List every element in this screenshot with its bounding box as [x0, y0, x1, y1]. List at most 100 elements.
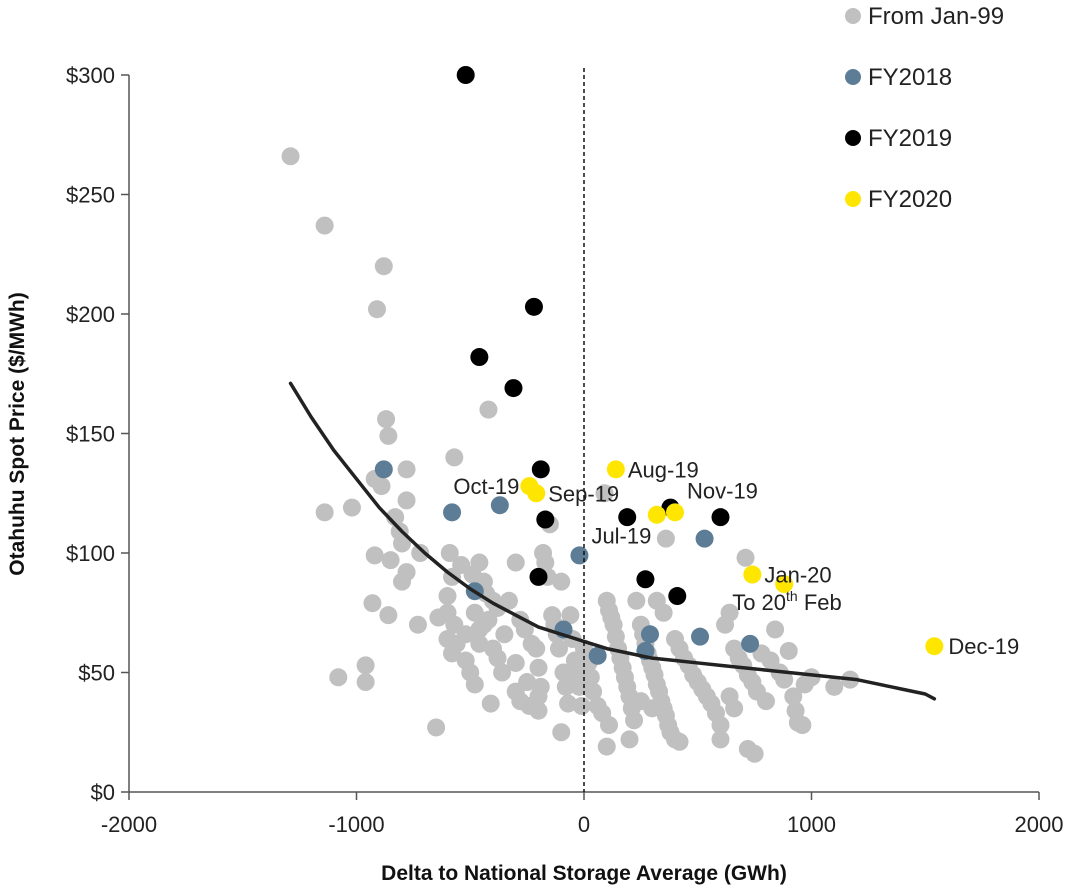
point-from-jan-99: [470, 553, 489, 572]
point-from-jan-99: [365, 546, 384, 565]
y-axis-title: Otahuhu Spot Price ($/MWh): [6, 292, 29, 576]
legend-marker-fy2019: [845, 130, 861, 146]
point-from-jan-99: [356, 673, 375, 692]
point-fy2020: [775, 575, 794, 594]
x-tick-label: 2000: [1015, 812, 1064, 837]
point-from-jan-99: [493, 663, 512, 682]
point-fy2019: [504, 379, 523, 398]
point-from-jan-99: [552, 723, 571, 742]
point-fy2018: [695, 529, 714, 548]
point-from-jan-99: [367, 300, 386, 319]
point-fy2020: [925, 637, 944, 656]
point-from-jan-99: [766, 620, 785, 639]
annotation-label: Dec-19: [948, 634, 1019, 659]
point-from-jan-99: [411, 544, 430, 562]
annotation-label: Oct-19: [453, 474, 519, 499]
y-tick-label: $200: [66, 302, 115, 327]
point-from-jan-99: [600, 716, 619, 735]
point-from-jan-99: [445, 448, 464, 467]
y-tick-label: $50: [78, 661, 115, 686]
point-fy2020: [527, 484, 546, 503]
point-from-jan-99: [408, 615, 427, 634]
tick-labels: $0 $50 $100 $150 $200 $250 $300 -2000 -1000 0 1000…: [66, 63, 1063, 837]
point-fy2019: [711, 508, 730, 527]
point-fy2019: [618, 508, 637, 527]
point-from-jan-99: [438, 630, 457, 649]
legend: From Jan-99 FY2018 FY2019 FY2020: [845, 3, 1004, 213]
point-from-jan-99: [620, 730, 639, 749]
point-fy2019: [668, 587, 687, 606]
point-from-jan-99: [775, 670, 794, 689]
point-fy2019: [536, 510, 555, 529]
point-fy2019: [456, 66, 475, 84]
point-from-jan-99: [581, 668, 600, 687]
point-from-jan-99: [315, 216, 334, 235]
point-from-jan-99: [495, 625, 514, 644]
point-from-jan-99: [372, 477, 391, 496]
y-tick-label: $150: [66, 422, 115, 447]
legend-label-fy2018: FY2018: [868, 64, 952, 91]
point-from-jan-99: [595, 484, 614, 503]
point-fy2018: [741, 634, 760, 653]
point-from-jan-99: [381, 551, 400, 570]
point-from-jan-99: [377, 410, 396, 429]
point-from-jan-99: [438, 587, 457, 606]
legend-label-fy2020: FY2020: [868, 186, 952, 213]
y-tick-label: $0: [91, 780, 115, 805]
point-from-jan-99: [440, 544, 459, 562]
point-from-jan-99: [654, 603, 673, 622]
x-tick-label: -1000: [328, 812, 384, 837]
annotation-label: Jan-20: [764, 563, 831, 588]
legend-label-from-jan-99: From Jan-99: [868, 3, 1004, 30]
point-from-jan-99: [554, 663, 573, 682]
point-from-jan-99: [561, 606, 580, 625]
point-from-jan-99: [393, 572, 411, 591]
point-fy2019: [531, 460, 550, 479]
point-from-jan-99: [631, 692, 650, 711]
point-from-jan-99: [736, 548, 755, 567]
point-from-jan-99: [527, 639, 546, 658]
point-from-jan-99: [488, 649, 507, 668]
point-fy2019: [529, 567, 548, 586]
point-from-jan-99: [397, 491, 416, 510]
x-axis-title: Delta to National Storage Average (GWh): [381, 862, 787, 885]
point-from-jan-99: [465, 675, 484, 694]
point-fy2019: [636, 570, 655, 589]
annotation-label: Nov-19: [687, 478, 758, 503]
point-fy2018: [374, 460, 393, 479]
point-from-jan-99: [379, 426, 398, 445]
point-from-jan-99: [670, 732, 689, 751]
point-from-jan-99: [481, 694, 500, 713]
point-from-jan-99: [356, 656, 375, 675]
point-from-jan-99: [397, 460, 416, 479]
point-from-jan-99: [443, 644, 462, 663]
point-fy2018: [640, 625, 659, 644]
point-from-jan-99: [552, 572, 571, 591]
point-from-jan-99: [825, 677, 844, 696]
legend-label-fy2019: FY2019: [868, 125, 952, 152]
point-from-jan-99: [757, 692, 775, 711]
point-from-jan-99: [584, 682, 603, 701]
legend-marker-from-jan-99: [845, 8, 861, 24]
point-from-jan-99: [329, 668, 348, 687]
point-from-jan-99: [315, 503, 334, 522]
annotation-label: Jul-19: [591, 523, 651, 548]
point-fy2020: [666, 503, 684, 522]
axes: [121, 68, 1040, 800]
y-tick-label: $100: [66, 541, 115, 566]
point-fy2020: [743, 565, 762, 584]
point-from-jan-99: [363, 594, 382, 613]
point-from-jan-99: [470, 634, 489, 653]
x-tick-label: 0: [578, 812, 590, 837]
trendline-path: [288, 381, 937, 701]
x-tick-label: -2000: [101, 812, 157, 837]
point-from-jan-99: [572, 696, 591, 715]
point-from-jan-99: [559, 694, 578, 713]
point-from-jan-99: [374, 257, 393, 276]
point-fy2020: [606, 460, 625, 479]
point-fy2018: [691, 627, 710, 646]
point-fy2020: [647, 505, 666, 524]
annotation-label: Aug-19: [628, 457, 699, 482]
